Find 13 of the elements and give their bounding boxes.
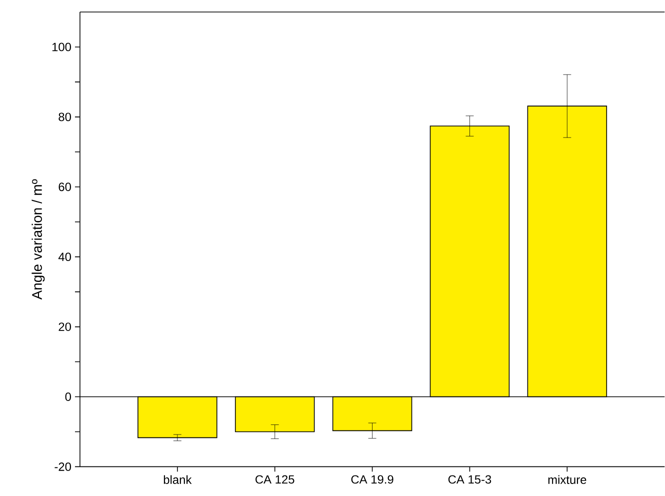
y-tick-label: 60 <box>58 182 71 192</box>
y-axis-title: Angle variation / mº <box>32 179 45 300</box>
y-tick-label: 80 <box>58 112 71 122</box>
y-tick-label: 40 <box>58 252 71 262</box>
y-tick-label: -20 <box>54 462 71 472</box>
x-tick-label: CA 15-3 <box>448 475 492 484</box>
x-tick-label: CA 125 <box>256 475 294 484</box>
y-tick-label: 0 <box>65 392 71 402</box>
x-tick-label: blank <box>164 475 192 484</box>
y-tick-label: 20 <box>58 322 71 332</box>
y-tick-label: 100 <box>52 42 71 52</box>
x-tick-label: CA 19.9 <box>351 475 394 484</box>
x-tick-label: mixture <box>548 475 586 484</box>
